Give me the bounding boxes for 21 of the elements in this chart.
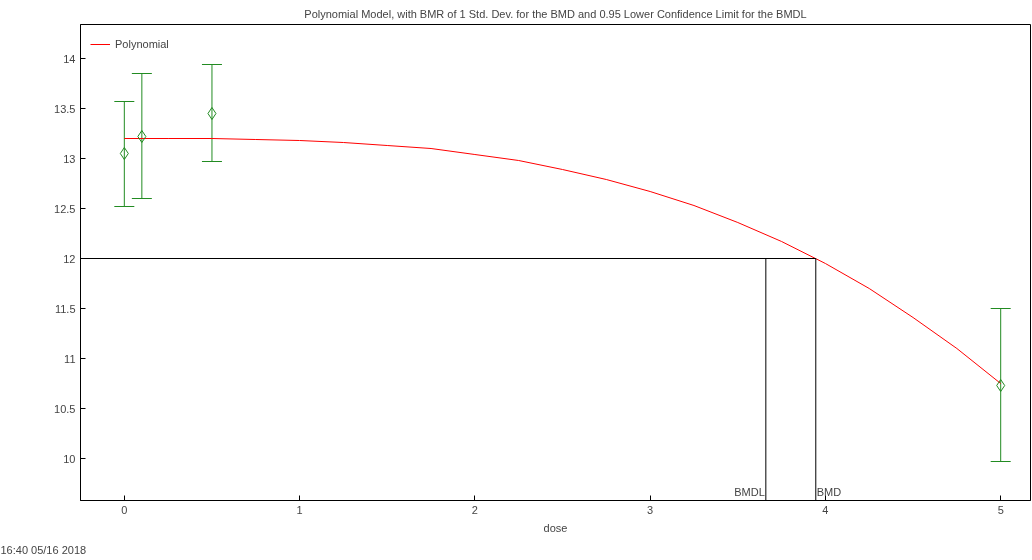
y-tick-label: 14 — [63, 52, 76, 65]
x-tick-label: 2 — [471, 503, 478, 516]
x-tick-label: 0 — [121, 503, 128, 516]
ref-line-label: BMD — [816, 485, 842, 498]
y-tick-label: 13 — [63, 152, 76, 165]
y-tick-label: 11 — [64, 352, 76, 365]
x-axis-title: dose — [543, 521, 568, 534]
y-tick-label: 12 — [63, 252, 76, 265]
y-tick-label: 11.5 — [54, 302, 76, 315]
x-tick-label: 1 — [296, 503, 303, 516]
x-tick-label: 3 — [647, 503, 654, 516]
legend-label: Polynomial — [115, 38, 169, 50]
ref-line-label: BMDL — [734, 485, 765, 498]
chart-title: Polynomial Model, with BMR of 1 Std. Dev. for the BMD and 0.95 Lower Confidence Limit for the BMDL — [304, 7, 807, 20]
x-tick-label: 5 — [997, 503, 1004, 516]
y-tick-label: 13.5 — [54, 102, 76, 115]
y-tick-label: 10 — [63, 452, 76, 465]
x-tick-label: 4 — [822, 503, 829, 516]
y-tick-label: 10.5 — [54, 402, 76, 415]
text: 16:40 05/16 2018 — [0, 543, 87, 556]
y-tick-label: 12.5 — [54, 202, 76, 215]
